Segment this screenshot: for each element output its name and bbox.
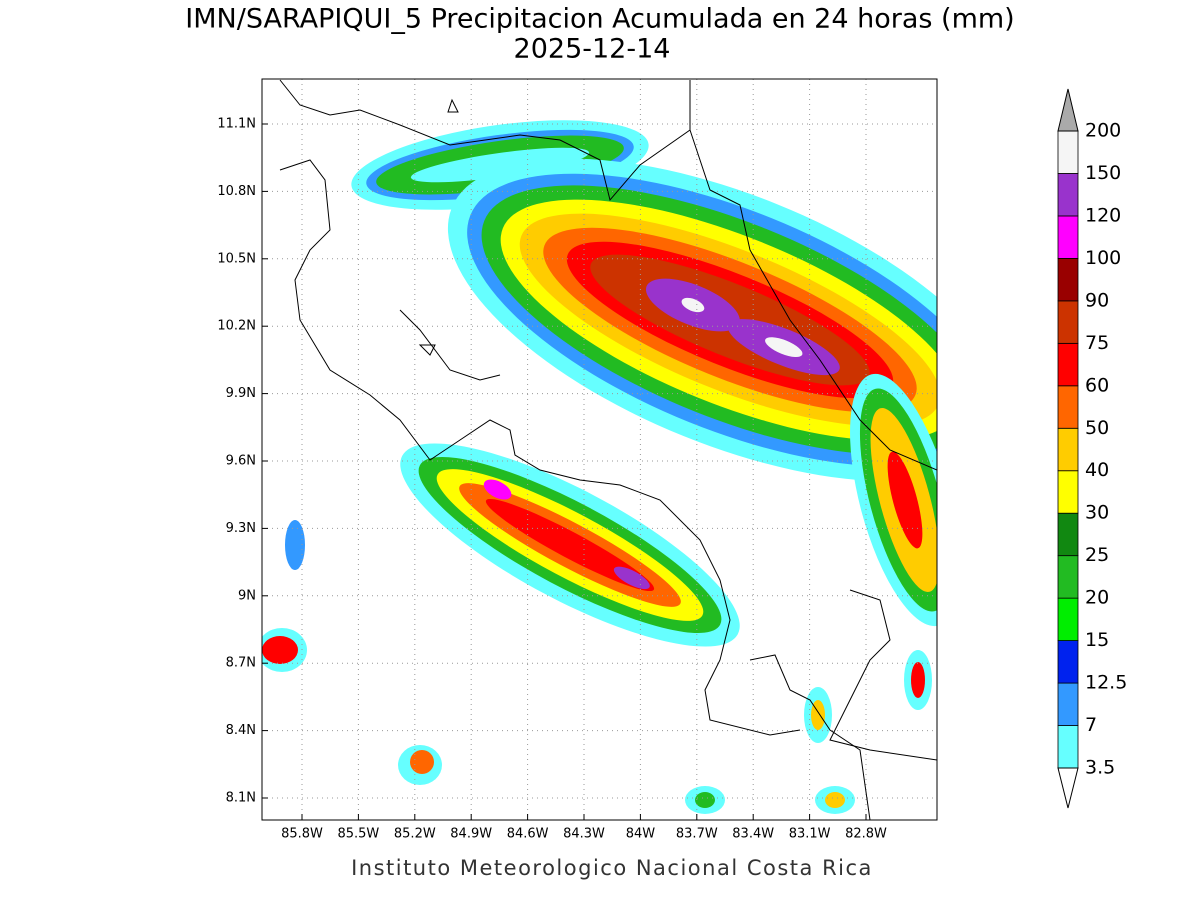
lon-tick-label: 84.3W — [563, 827, 605, 842]
colorbar-over — [1057, 88, 1079, 132]
colorbar-box — [1057, 640, 1079, 684]
colorbar-box — [1057, 385, 1079, 429]
lat-tick-label: 9.6N — [226, 454, 256, 469]
colorbar-label: 60 — [1085, 374, 1109, 396]
date: 2025-12-14 — [514, 34, 671, 65]
colorbar-box — [1057, 682, 1079, 726]
lon-tick-label: 85.2W — [394, 827, 436, 842]
colorbar-label: 90 — [1085, 289, 1109, 311]
colorbar-label: 15 — [1085, 629, 1109, 651]
colorbar: 3.5 7 12.5 15 20 25 30 40 50 60 75 90 100 120 150 200 — [1057, 88, 1127, 809]
colorbar-label: 40 — [1085, 459, 1109, 481]
colorbar-box — [1057, 173, 1079, 217]
colorbar-box — [1057, 215, 1079, 259]
colorbar-label: 120 — [1085, 204, 1121, 226]
colorbar-box — [1057, 300, 1079, 344]
lon-tick-label: 83.1W — [789, 827, 831, 842]
lon-tick-label: 85.8W — [281, 827, 323, 842]
colorbar-label: 3.5 — [1085, 757, 1115, 779]
map — [262, 79, 937, 820]
colorbar-label: 7 — [1085, 714, 1097, 736]
colorbar-box — [1057, 257, 1079, 302]
colorbar-box — [1057, 470, 1079, 514]
lat-tick-label: 9.3N — [226, 521, 256, 536]
lat-tick-label: 8.7N — [226, 656, 256, 671]
lat-tick-label: 10.2N — [217, 319, 256, 334]
lon-tick-label: 84W — [626, 827, 656, 842]
colorbar-box — [1057, 725, 1079, 769]
colorbar-box — [1057, 555, 1079, 599]
lon-tick-label: 82.8W — [845, 827, 887, 842]
map-frame — [261, 78, 938, 821]
colorbar-label: 30 — [1085, 502, 1109, 524]
colorbar-box — [1057, 130, 1079, 174]
lon-tick-label: 84.9W — [450, 827, 492, 842]
colorbar-under — [1057, 767, 1079, 809]
colorbar-label: 200 — [1085, 120, 1121, 142]
colorbar-box — [1057, 512, 1079, 557]
lat-tick-label: 8.4N — [226, 723, 256, 738]
lat-tick-label: 11.1N — [217, 117, 256, 132]
lon-tick-label: 83.7W — [676, 827, 718, 842]
colorbar-label: 75 — [1085, 332, 1109, 354]
title: IMN/SARAPIQUI_5 Precipitacion Acumulada … — [185, 4, 1014, 35]
colorbar-label: 20 — [1085, 587, 1109, 609]
colorbar-label: 12.5 — [1085, 672, 1127, 694]
lat-tick-label: 9N — [238, 588, 256, 603]
lat-tick-label: 9.9N — [226, 386, 256, 401]
colorbar-label: 150 — [1085, 162, 1121, 184]
lat-tick-label: 10.8N — [217, 184, 256, 199]
lon-tick-label: 85.5W — [337, 827, 379, 842]
colorbar-box — [1057, 597, 1079, 642]
footer: Instituto Meteorologico Nacional Costa R… — [351, 856, 873, 880]
colorbar-label: 100 — [1085, 247, 1121, 269]
colorbar-label: 50 — [1085, 417, 1109, 439]
lat-tick-label: 8.1N — [226, 791, 256, 806]
lat-tick-label: 10.5N — [217, 251, 256, 266]
colorbar-label: 25 — [1085, 544, 1109, 566]
colorbar-box — [1057, 427, 1079, 472]
lon-tick-label: 83.4W — [732, 827, 774, 842]
lon-tick-label: 84.6W — [507, 827, 549, 842]
colorbar-box — [1057, 342, 1079, 387]
